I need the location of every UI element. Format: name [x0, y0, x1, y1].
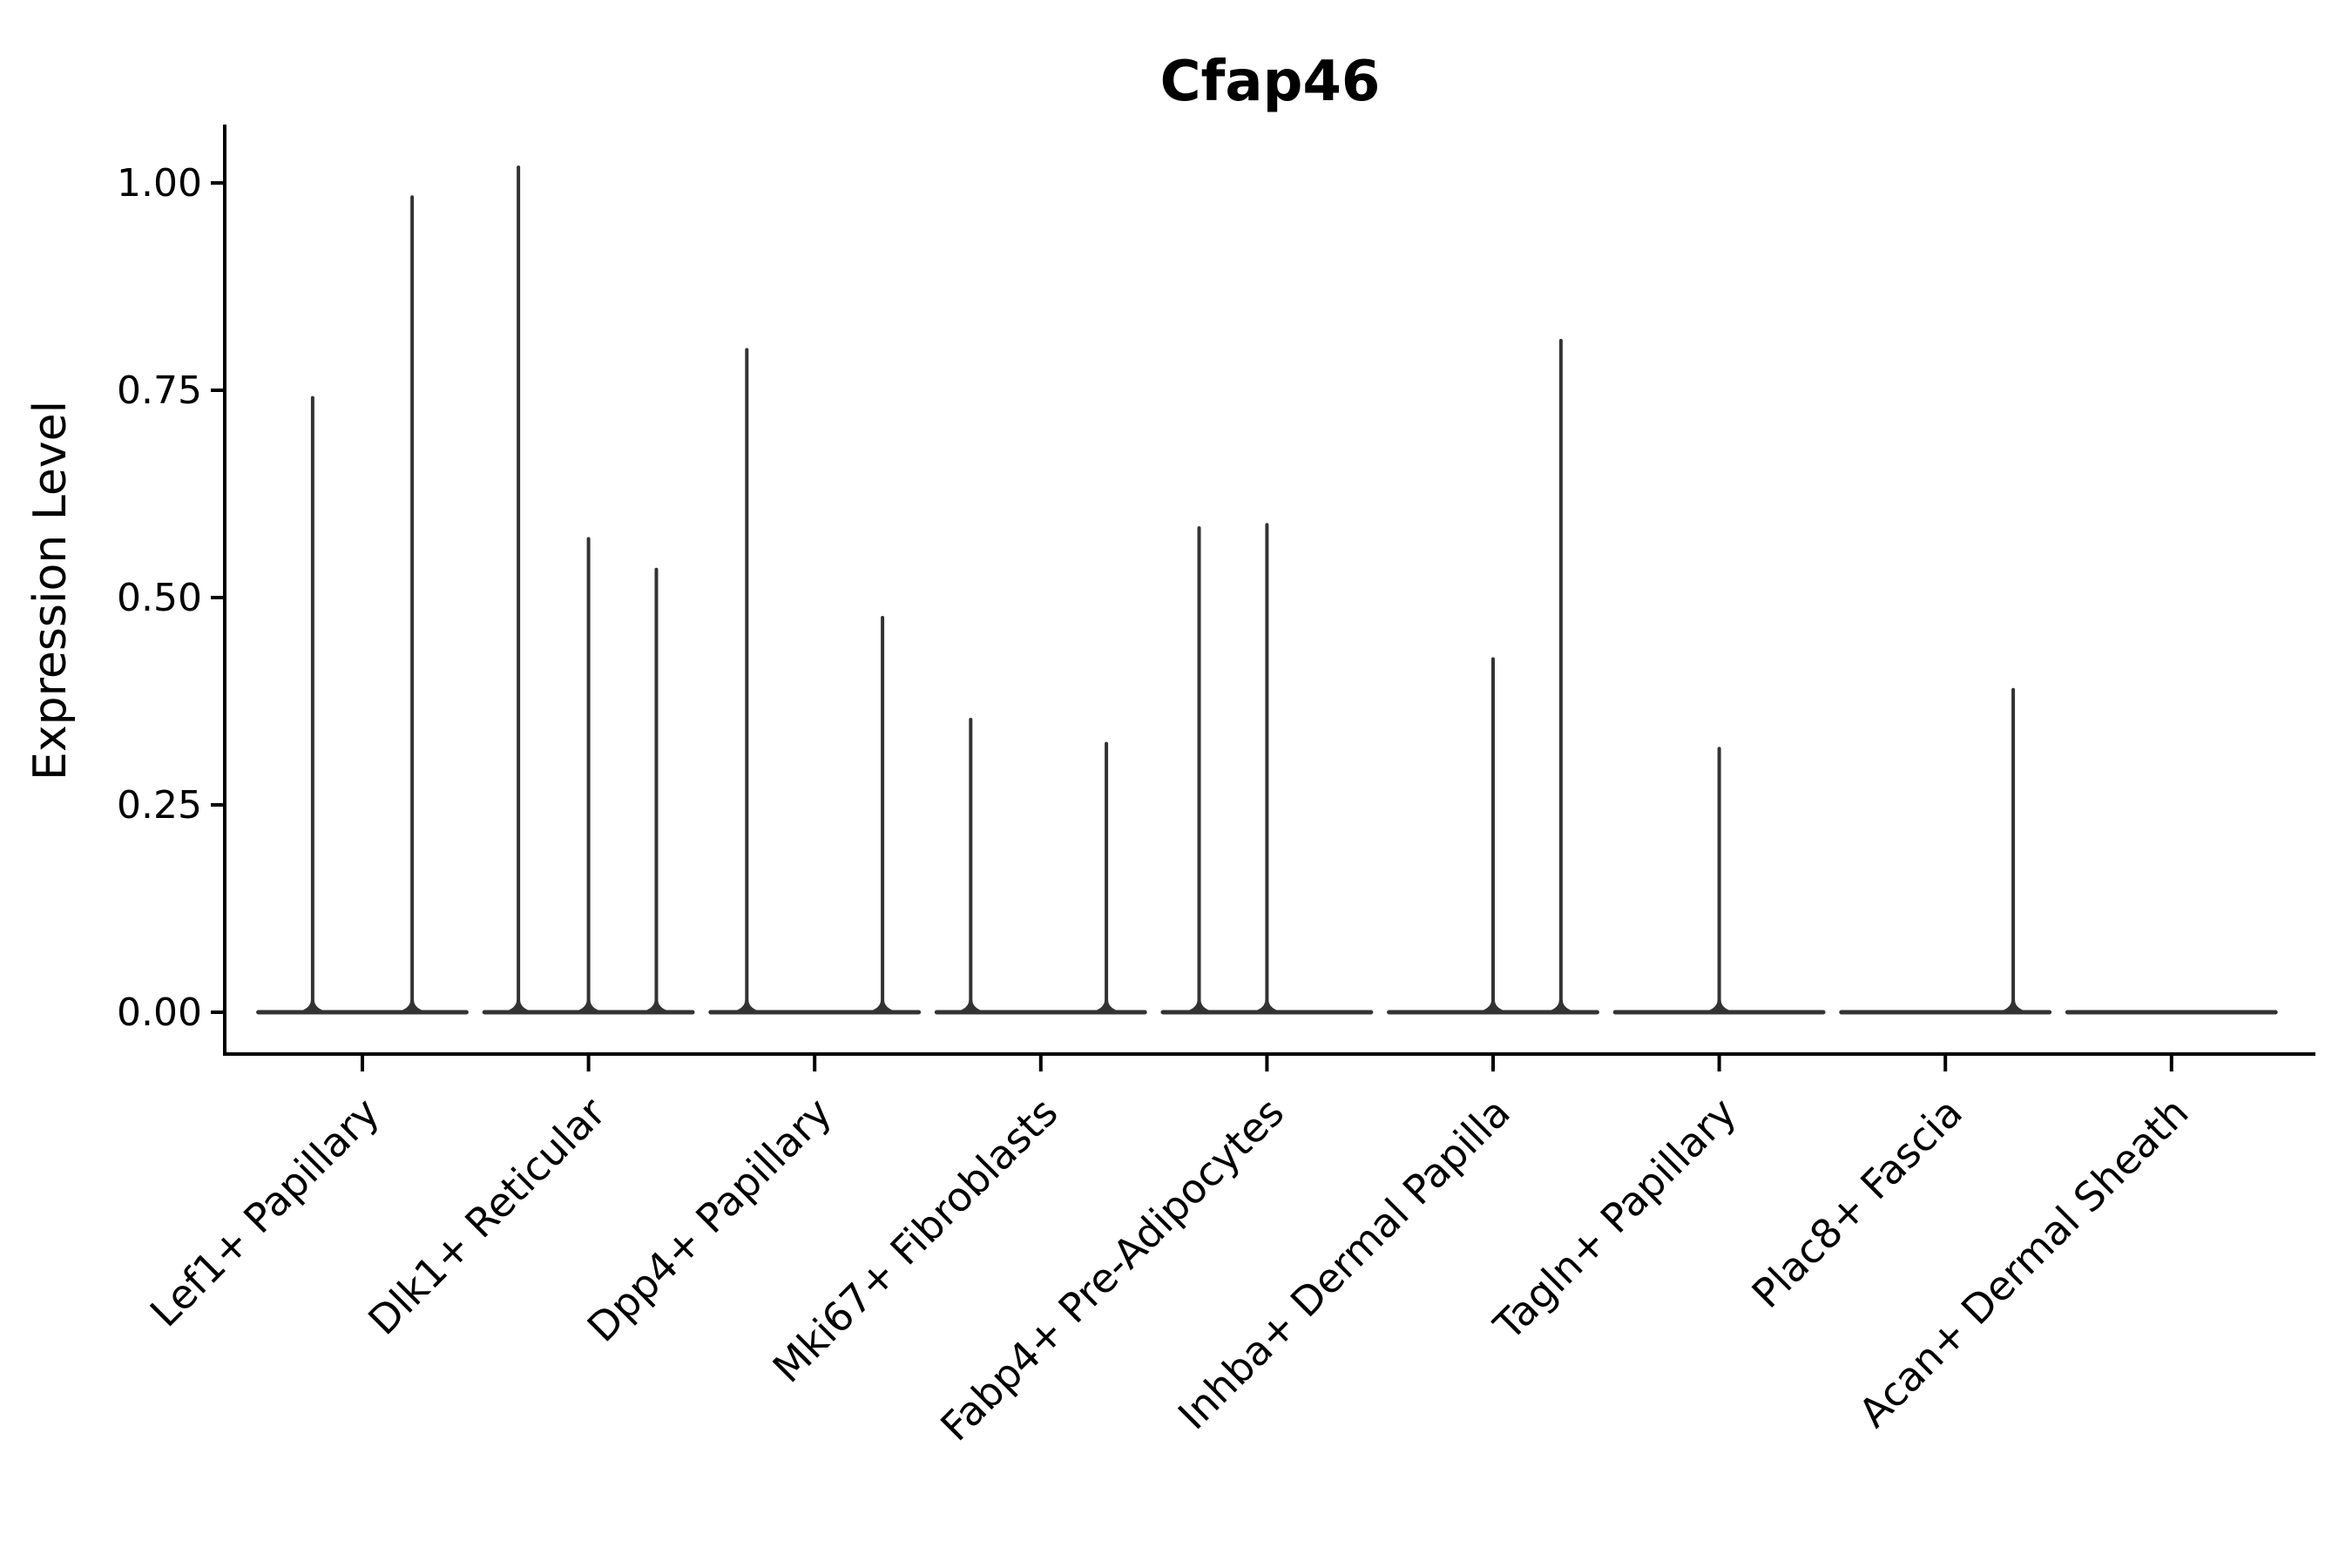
x-tick-label-1: Lef1+ Papillary — [141, 1089, 389, 1336]
violin-spike-base-flare — [1999, 1000, 2028, 1011]
y-ticks-group: 1.00 0.75 0.50 0.25 0.00 — [117, 161, 225, 1035]
y-tick-label: 0.50 — [117, 576, 202, 620]
violins-group — [256, 166, 2278, 1015]
violin-spike-base-flare — [1546, 1000, 1575, 1011]
violin-spike-base-flare — [1185, 1000, 1213, 1011]
violin-spike-base-flare — [1705, 1000, 1734, 1011]
axes-group — [223, 125, 2315, 1056]
violin-spike-base-flare — [733, 1000, 761, 1011]
y-axis-label: Expression Level — [24, 401, 77, 781]
violin-spike-base-flare — [574, 1000, 603, 1011]
violin-spike-base-flare — [1092, 1000, 1121, 1011]
violin-8 — [1839, 687, 2052, 1015]
chart-title: Cfap46 — [1160, 50, 1381, 114]
violin-3 — [708, 348, 922, 1015]
y-tick-label: 0.75 — [117, 368, 202, 413]
x-tick-label-3: Dpp4+ Papillary — [578, 1089, 841, 1351]
x-tick-label-7: Tagln+ Papillary — [1484, 1089, 1746, 1350]
violin-spike-base-flare — [868, 1000, 897, 1011]
violin-4 — [934, 718, 1147, 1015]
violin-6 — [1387, 338, 1599, 1015]
violin-spike-base-flare — [1479, 1000, 1507, 1011]
violin-1 — [256, 195, 469, 1015]
x-tick-label-8: Plac8+ Fascia — [1743, 1089, 1971, 1317]
violin-spike-base-flare — [398, 1000, 427, 1011]
x-tick-label-2: Dlk1+ Reticular — [359, 1089, 614, 1344]
violin-spike-base-flare — [298, 1000, 327, 1011]
y-tick-label: 0.25 — [117, 783, 202, 828]
violin-spike-base-flare — [956, 1000, 985, 1011]
violin-spike-base-flare — [1253, 1000, 1281, 1011]
violin-spike-base-flare — [504, 1000, 533, 1011]
violin-5 — [1160, 523, 1374, 1015]
y-tick-label: 0.00 — [117, 990, 202, 1035]
violin-2 — [482, 166, 695, 1015]
violin-spike-base-flare — [642, 1000, 671, 1011]
violin-7 — [1612, 747, 1826, 1015]
y-tick-label: 1.00 — [117, 161, 202, 206]
